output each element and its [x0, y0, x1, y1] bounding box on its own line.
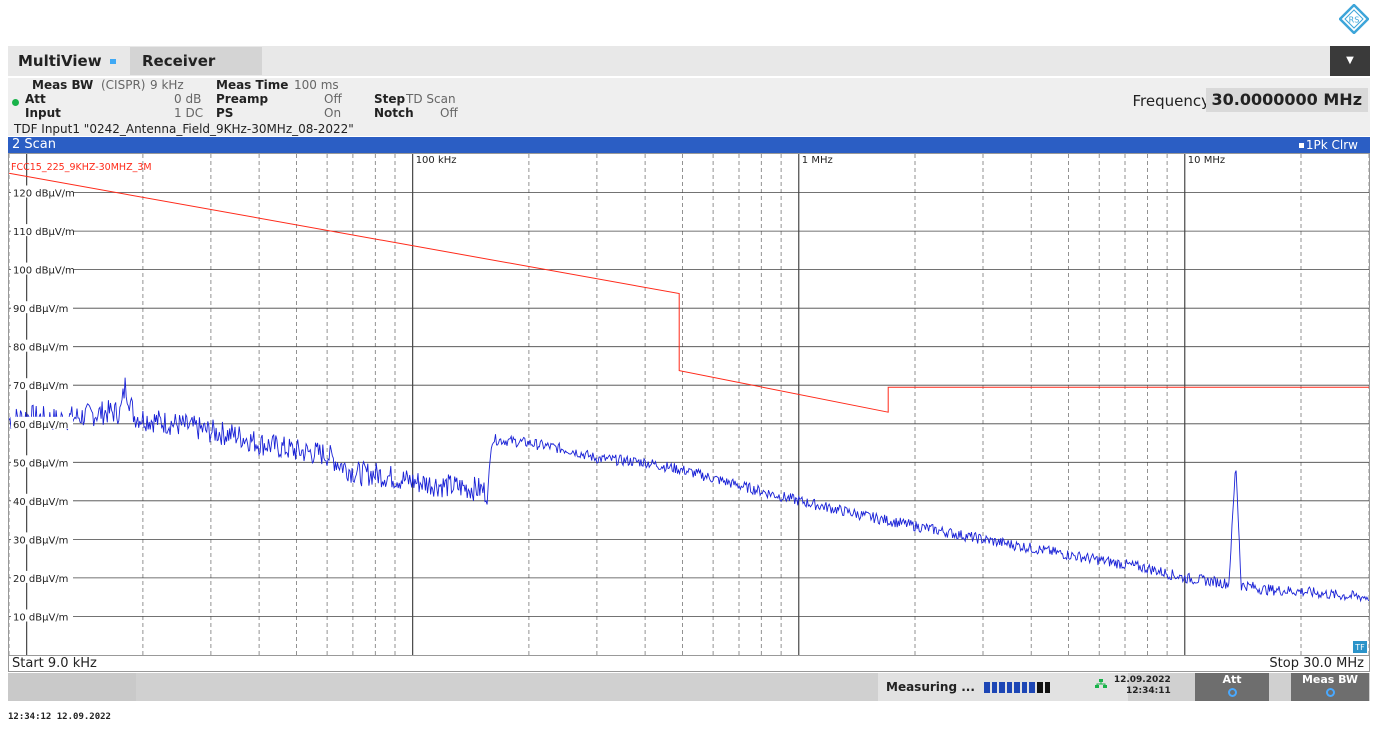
- dropdown-arrow-icon: ▼: [1346, 55, 1354, 66]
- meas-bw-mode: (CISPR): [101, 78, 146, 92]
- x-tick-label: 10 MHz: [1188, 155, 1225, 166]
- trace-indicator-icon: [1298, 143, 1304, 148]
- status-bar: Measuring ...: [8, 673, 1370, 701]
- y-tick-label-bg: [11, 532, 73, 545]
- trace-info: 1Pk Clrw: [1298, 137, 1358, 153]
- y-tick-label: 110 dBµV/m: [13, 227, 75, 238]
- y-tick-label: 70 dBµV/m: [13, 381, 68, 392]
- series-layer: [8, 172, 1370, 603]
- input-label: Input: [25, 106, 61, 120]
- tdf-line: TDF Input1 "0242_Antenna_Field_9KHz-30MH…: [14, 122, 354, 136]
- legend-layer: FCC15_225_9KHZ-30MHZ_3M: [11, 162, 152, 173]
- scan-diagram[interactable]: 100 kHz 1 MHz 10 MHz 120 dBµV/m 110 dBµV/m 1…: [8, 153, 1370, 656]
- footer-timestamp: 12:34:12 12.09.2022: [8, 712, 111, 722]
- att-button-label: Att: [1222, 673, 1242, 686]
- settings-panel[interactable]: Meas BW (CISPR) 9 kHz Meas Time 100 ms A…: [8, 78, 1370, 136]
- major-gridlines: [9, 154, 1369, 655]
- ps-label: PS: [216, 106, 234, 120]
- menu-dropdown-button[interactable]: ▼: [1330, 46, 1370, 76]
- trace-info-label: 1Pk Clrw: [1305, 138, 1358, 152]
- x-tick-label: 1 MHz: [802, 155, 833, 166]
- stop-frequency-label: Stop 30.0 MHz: [1269, 656, 1364, 671]
- meas-bw-button-label: Meas BW: [1301, 673, 1359, 686]
- status-left-panel: [8, 673, 136, 701]
- measuring-text: Measuring ...: [886, 680, 975, 694]
- y-tick-label-bg: [11, 493, 73, 506]
- tab-multiview-label: MultiView: [18, 52, 102, 70]
- notch-value: Off: [440, 106, 458, 120]
- rohde-schwarz-logo: RS: [1339, 4, 1369, 34]
- y-tick-label-bg: [11, 378, 73, 391]
- step-value: TD Scan: [406, 92, 456, 106]
- y-tick-label-bg: [11, 339, 73, 352]
- measuring-indicator: Measuring ...: [878, 673, 1128, 701]
- meas-time-label: Meas Time: [216, 78, 289, 92]
- start-frequency-label: Start 9.0 kHz: [12, 656, 97, 671]
- y-tick-label: 90 dBµV/m: [13, 304, 68, 315]
- tf-badge-box: [1353, 641, 1367, 653]
- meas-bw-ring-icon: [1325, 688, 1335, 697]
- y-tick-label-bg: [11, 609, 73, 622]
- tf-badge: TF: [1354, 643, 1365, 652]
- y-tick-label: 60 dBµV/m: [13, 420, 68, 431]
- limit-line: [8, 172, 1369, 413]
- notch-label: Notch: [374, 106, 414, 120]
- minor-gridlines: [8, 154, 1370, 655]
- meas-bw-button[interactable]: Meas BW: [1291, 673, 1369, 701]
- y-tick-label-bg: [11, 262, 73, 275]
- tab-multiview[interactable]: MultiView: [8, 47, 128, 75]
- multiview-indicator-icon: [109, 59, 116, 64]
- y-tick-label: 80 dBµV/m: [13, 343, 68, 354]
- y-tick-labels: 120 dBµV/m 110 dBµV/m 100 dBµV/m 90 dBµV/m 8…: [11, 185, 75, 624]
- y-tick-label: 20 dBµV/m: [13, 574, 68, 585]
- network-icon: [1095, 679, 1107, 688]
- step-label: Step: [374, 92, 406, 106]
- scan-window-header[interactable]: 2 Scan 1Pk Clrw: [8, 137, 1370, 153]
- trace-line: [8, 377, 1370, 603]
- y-tick-label: 100 dBµV/m: [13, 266, 75, 277]
- att-ring-icon: [1227, 688, 1237, 697]
- input-value: 1 DC: [174, 106, 204, 120]
- preamp-label: Preamp: [216, 92, 269, 106]
- y-tick-label: 120 dBµV/m: [13, 189, 75, 200]
- status-time: 12:34:11: [1126, 686, 1171, 696]
- preamp-value: Off: [324, 92, 342, 106]
- status-datetime: 12.09.2022 12:34:11: [1112, 675, 1171, 697]
- y-tick-label-bg: [11, 224, 73, 237]
- y-tick-label-bg: [11, 570, 73, 583]
- y-tick-label-bg: [11, 455, 73, 468]
- y-tick-label: 40 dBµV/m: [13, 497, 68, 508]
- logo-text: RS: [1349, 16, 1360, 25]
- x-tick-labels: 100 kHz 1 MHz 10 MHz: [416, 155, 1225, 166]
- y-tick-label: 50 dBµV/m: [13, 458, 68, 469]
- status-date: 12.09.2022: [1113, 675, 1171, 685]
- tab-receiver-label: Receiver: [142, 52, 216, 70]
- att-button[interactable]: Att: [1195, 673, 1269, 701]
- meas-bw-label: Meas BW: [32, 78, 94, 92]
- meas-time-value: 100 ms: [294, 78, 339, 92]
- att-value: 0 dB: [174, 92, 202, 106]
- y-tick-label-bg: [11, 301, 73, 314]
- x-tick-label: 100 kHz: [416, 155, 457, 166]
- progress-bar: [984, 682, 1051, 693]
- frequency-label: Frequency: [1132, 92, 1211, 110]
- frequency-value[interactable]: 30.0000000 MHz: [1205, 88, 1368, 112]
- att-label: Att: [25, 92, 46, 106]
- limit-line-label: FCC15_225_9KHZ-30MHZ_3M: [11, 162, 152, 173]
- frequency-span-row: Start 9.0 kHz Stop 30.0 MHz: [8, 656, 1370, 672]
- tab-receiver[interactable]: Receiver: [130, 47, 262, 75]
- y-tick-label: 30 dBµV/m: [13, 535, 68, 546]
- meas-bw-value: 9 kHz: [150, 78, 184, 92]
- y-tick-label-bg: [11, 416, 73, 429]
- att-status-icon: [12, 99, 19, 106]
- y-tick-label-bg: [11, 185, 73, 198]
- y-tick-label: 10 dBµV/m: [13, 613, 68, 624]
- ps-value: On: [324, 106, 342, 120]
- window-title: 2 Scan: [12, 137, 57, 152]
